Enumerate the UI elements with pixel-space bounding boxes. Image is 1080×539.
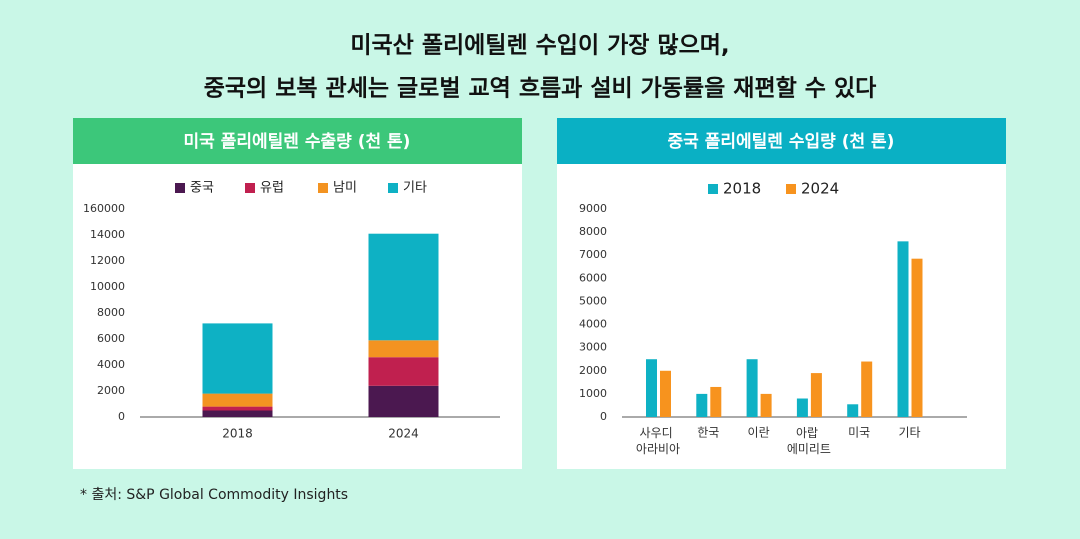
- x-tick-label: 기타: [898, 426, 920, 440]
- y-tick-label: 0: [118, 410, 125, 423]
- y-tick-label: 160000: [83, 202, 125, 215]
- y-tick-label: 6000: [97, 332, 125, 345]
- legend-label: 2024: [801, 180, 839, 198]
- y-tick-label: 5000: [579, 294, 607, 307]
- panel-header: [557, 118, 1006, 164]
- x-tick-label: 2018: [222, 427, 253, 441]
- source: * 출처: S&P Global Commodity Insights: [80, 487, 348, 503]
- bar-segment: [202, 323, 273, 394]
- bar-segment: [368, 233, 439, 341]
- panel-header: [73, 118, 522, 164]
- y-tick-label: 10000: [90, 280, 125, 293]
- bar: [796, 398, 808, 417]
- bar: [746, 359, 758, 417]
- legend-swatch: [318, 183, 328, 193]
- y-tick-label: 1000: [579, 387, 607, 400]
- y-tick-label: 3000: [579, 341, 607, 354]
- legend-label: 2018: [723, 180, 761, 198]
- bar: [911, 258, 923, 417]
- y-tick-label: 14000: [90, 228, 125, 241]
- title-line: 중국의 보복 관세는 글로벌 교역 흐름과 설비 가동률을 재편할 수 있다: [204, 76, 877, 102]
- legend-swatch: [786, 184, 796, 194]
- x-tick-label: 미국: [848, 426, 870, 440]
- panel: [73, 118, 522, 469]
- y-tick-label: 9000: [579, 202, 607, 215]
- y-tick-label: 7000: [579, 248, 607, 261]
- bar-segment: [368, 357, 439, 386]
- y-tick-label: 8000: [97, 306, 125, 319]
- bar: [646, 359, 657, 417]
- x-tick-label-line: 아라비아: [636, 442, 680, 456]
- x-tick-label-line: 사우디: [640, 426, 677, 440]
- bar-segment: [368, 340, 439, 358]
- bar: [660, 370, 671, 417]
- x-tick-label-line: 아랍: [796, 426, 822, 440]
- legend-swatch: [245, 183, 255, 193]
- bar-segment: [202, 393, 273, 407]
- bar-segment: [202, 406, 273, 411]
- legend-label: 중국: [190, 181, 214, 196]
- x-tick-label: 이란: [748, 426, 770, 440]
- bar: [696, 393, 708, 417]
- x-tick-label: 사우디 아라비아: [636, 426, 680, 456]
- y-tick-label: 4000: [579, 318, 607, 331]
- y-tick-label: 4000: [97, 358, 125, 371]
- legend-swatch: [708, 184, 718, 194]
- x-tick-label-line: 에미리트: [787, 442, 831, 456]
- legend-swatch: [388, 183, 398, 193]
- y-tick-label: 0: [600, 410, 607, 423]
- chart-title: 미국 폴리에틸렌 수출량 (천 톤): [184, 131, 411, 152]
- bar: [897, 241, 909, 417]
- bar: [710, 386, 722, 417]
- y-tick-label: 12000: [90, 254, 125, 267]
- title-line: 미국산 폴리에틸렌 수입이 가장 많으며,: [350, 33, 729, 59]
- y-tick-label: 8000: [579, 225, 607, 238]
- panel: [557, 118, 1006, 469]
- y-tick-label: 6000: [579, 271, 607, 284]
- legend-swatch: [175, 183, 185, 193]
- legend-label: 유럽: [260, 181, 284, 196]
- bar-segment: [202, 410, 273, 417]
- bar: [810, 373, 822, 417]
- legend-label: 남미: [333, 181, 357, 196]
- x-tick-label: 한국: [697, 426, 719, 440]
- legend-label: 기타: [403, 181, 427, 196]
- bar-segment: [368, 385, 439, 417]
- x-tick-label: 2024: [388, 427, 419, 441]
- y-tick-label: 2000: [579, 364, 607, 377]
- chart-title: 중국 폴리에틸렌 수입량 (천 톤): [668, 131, 895, 152]
- bar: [847, 404, 859, 417]
- x-tick-label: 아랍 에미리트: [787, 426, 831, 456]
- bar: [861, 361, 873, 417]
- bar: [760, 393, 772, 417]
- y-tick-label: 2000: [97, 384, 125, 397]
